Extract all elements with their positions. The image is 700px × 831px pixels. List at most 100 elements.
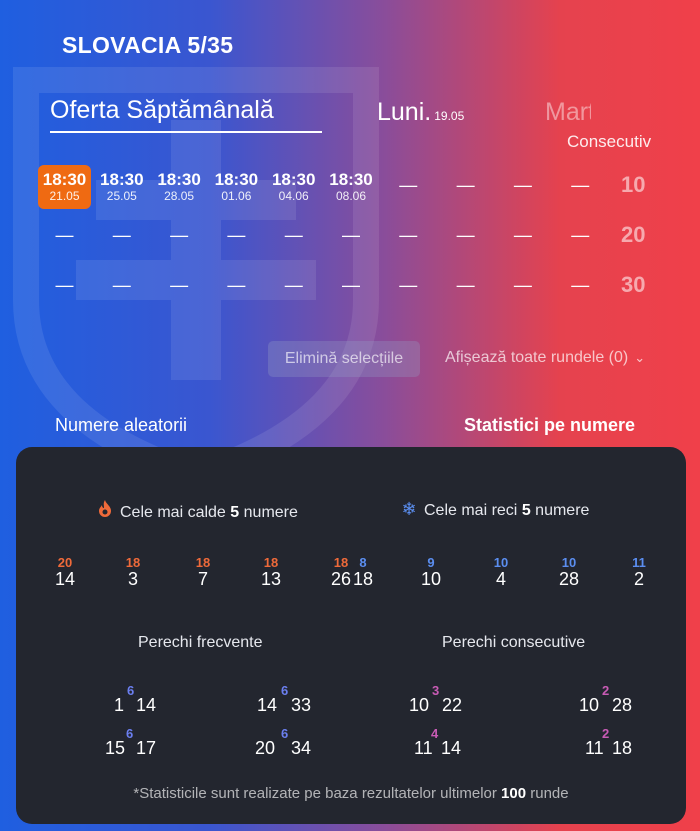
hot-number[interactable]: 18 3	[108, 555, 158, 590]
draw-slot[interactable]: —	[210, 215, 263, 259]
draw-slot[interactable]: —	[267, 265, 320, 309]
number-pair[interactable]: 1 6 14	[106, 683, 196, 723]
draw-date: 25.05	[106, 189, 137, 203]
tab-day-label: Luni.	[377, 98, 432, 126]
cold-count: 5	[521, 502, 531, 519]
number-frequency: 18	[333, 555, 349, 570]
consecutive-count[interactable]: 30	[621, 272, 646, 297]
draw-slot[interactable]: —	[95, 265, 148, 309]
number-value: 2	[633, 569, 644, 589]
number-pair[interactable]: 15 6 17	[101, 726, 191, 766]
stats-footnote: *Statisticile sunt realizate pe baza rez…	[16, 785, 686, 802]
number-pair[interactable]: 20 6 34	[251, 726, 341, 766]
remove-selections-button[interactable]: Elimină selecțiile	[268, 341, 420, 377]
draw-time: —	[456, 175, 475, 195]
draw-time: —	[399, 275, 418, 295]
draw-date: 01.06	[221, 189, 252, 203]
number-pair[interactable]: 10 2 28	[576, 683, 666, 723]
number-value: 13	[260, 569, 282, 589]
pair-count: 6	[127, 683, 135, 698]
hot-number[interactable]: 20 14	[40, 555, 90, 590]
draw-slot[interactable]: —	[439, 265, 492, 309]
draw-grid: 18:30 21.05 18:30 25.05 18:30 28.05 18:30 01.06…	[38, 162, 678, 312]
consecutive-count[interactable]: 20	[621, 222, 646, 247]
draw-slot[interactable]: —	[325, 265, 378, 309]
draw-time: —	[112, 275, 131, 295]
hot-numbers-heading: Cele mai calde 5 numere	[96, 499, 298, 522]
draw-slot[interactable]: —	[439, 215, 492, 259]
draw-slot[interactable]: 18:30 04.06	[267, 165, 320, 209]
show-all-rounds-toggle[interactable]: Afișează toate rundele (0) ⌄	[445, 349, 645, 367]
chevron-down-icon: ⌄	[634, 350, 646, 365]
draw-slot[interactable]: —	[267, 215, 320, 259]
pair-count: 3	[432, 683, 440, 698]
draw-slot[interactable]: —	[554, 165, 607, 209]
draw-time: —	[399, 225, 418, 245]
number-frequency: 18	[125, 555, 141, 570]
draw-slot[interactable]: —	[325, 215, 378, 259]
draw-time: 18:30	[100, 170, 144, 189]
tab-monday[interactable]: Luni. 19.05	[377, 98, 464, 127]
draw-slot[interactable]: —	[439, 165, 492, 209]
draw-slot[interactable]: 18:30 08.06	[325, 165, 378, 209]
pair-first: 11	[414, 738, 433, 758]
draw-slot[interactable]: 18:30 28.05	[153, 165, 206, 209]
draw-slot[interactable]: —	[496, 215, 549, 259]
hot-title-pre: Cele mai calde	[120, 504, 226, 521]
cold-number[interactable]: 9 10	[406, 556, 456, 590]
number-pair[interactable]: 11 4 14	[411, 726, 501, 766]
draw-time: —	[456, 225, 475, 245]
draw-slot[interactable]: 18:30 25.05	[95, 165, 148, 209]
draw-time: —	[55, 225, 74, 245]
draw-slot[interactable]: —	[210, 265, 263, 309]
cold-numbers-heading: ❄ Cele mai reci 5 numere	[400, 499, 589, 520]
draw-slot[interactable]: —	[382, 265, 435, 309]
pair-count: 6	[281, 683, 289, 698]
hot-number[interactable]: 18 13	[246, 556, 296, 590]
cold-number[interactable]: 8 18	[338, 556, 388, 590]
pair-second: 33	[291, 695, 312, 715]
random-numbers-link[interactable]: Numere aleatorii	[55, 415, 188, 435]
fire-icon	[96, 499, 114, 522]
draw-time: —	[571, 225, 590, 245]
draw-slot[interactable]: 18:30 01.06	[210, 165, 263, 209]
draw-slot[interactable]: —	[153, 215, 206, 259]
tabs-bar: Oferta Săptămânală Luni.19.05 Marți	[0, 92, 700, 133]
tab-day-date: 19.05	[434, 109, 465, 123]
draw-time: —	[227, 275, 246, 295]
pair-second: 28	[612, 695, 633, 715]
number-value: 18	[352, 569, 374, 589]
draw-slot[interactable]: —	[496, 265, 549, 309]
draw-slot[interactable]: 18:30 21.05	[38, 165, 91, 209]
hot-number[interactable]: 18 26	[316, 555, 366, 590]
draw-slot[interactable]: —	[382, 165, 435, 209]
number-pair[interactable]: 14 6 33	[256, 683, 346, 723]
draw-slot[interactable]: —	[554, 215, 607, 259]
draw-slot[interactable]: —	[382, 215, 435, 259]
cold-number[interactable]: 11 2	[614, 556, 664, 590]
number-frequency: 20	[57, 555, 73, 570]
draw-slot[interactable]: —	[38, 215, 91, 259]
cold-number[interactable]: 10 28	[544, 556, 594, 590]
stats-panel: Cele mai calde 5 numere ❄ Cele mai reci 5…	[16, 447, 686, 824]
number-value: 10	[420, 569, 442, 589]
pair-first: 15	[105, 738, 126, 758]
number-stats-link[interactable]: Statistici pe numere	[464, 415, 636, 435]
draw-slot[interactable]: —	[496, 165, 549, 209]
draw-time: 18:30	[42, 170, 87, 189]
pair-count: 6	[281, 726, 289, 741]
tab-next-day[interactable]: Marți	[545, 98, 591, 126]
hot-number[interactable]: 18 7	[178, 556, 228, 590]
draw-slot[interactable]: —	[554, 265, 607, 309]
hot-count: 5	[230, 504, 240, 521]
draw-slot[interactable]: —	[153, 265, 206, 309]
draw-slot[interactable]: —	[95, 215, 148, 259]
number-pair[interactable]: 10 3 22	[406, 683, 496, 723]
cold-number[interactable]: 10 4	[476, 556, 526, 590]
pair-second: 14	[441, 738, 462, 758]
draw-time: —	[342, 225, 360, 245]
draw-slot[interactable]: —	[38, 265, 91, 309]
tab-weekly-offer[interactable]: Oferta Săptămânală	[50, 96, 322, 133]
consecutive-count[interactable]: 10	[621, 172, 646, 197]
number-pair[interactable]: 11 2 18	[582, 726, 672, 766]
